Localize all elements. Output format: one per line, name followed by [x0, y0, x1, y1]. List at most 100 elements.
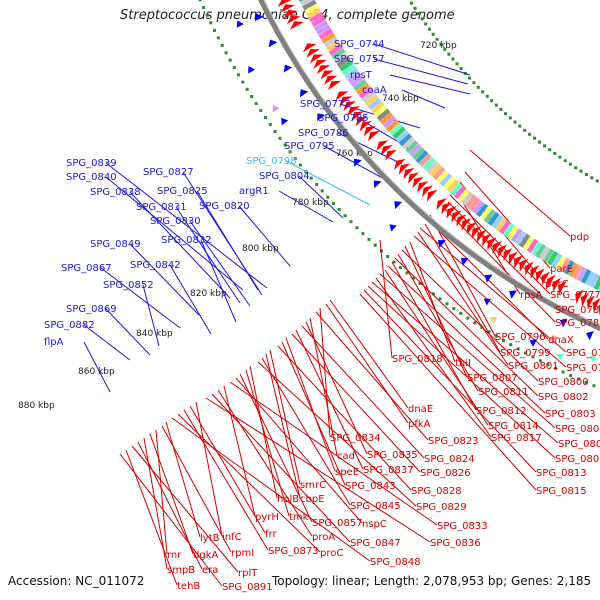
reverse-gene-label[interactable]: SPG_0845	[350, 501, 401, 512]
reverse-gene-label[interactable]: proA	[312, 532, 335, 543]
forward-gene-label[interactable]: SPG_0827	[143, 167, 194, 178]
forward-gene-label[interactable]: SPG_0825	[157, 186, 208, 197]
forward-gene-label[interactable]: SPG_0842	[130, 260, 181, 271]
forward-gene-label[interactable]: SPG_0840	[66, 172, 117, 183]
reverse-gene-label[interactable]: pfkA	[408, 419, 431, 430]
reverse-gene-label[interactable]: SPG_0828	[411, 486, 462, 497]
reverse-gene-label[interactable]: SPG_0817	[491, 433, 542, 444]
reverse-gene-label[interactable]: pyrH	[255, 512, 279, 523]
reverse-gene-label[interactable]: dnaE	[408, 404, 433, 415]
reverse-gene-label[interactable]: SPG_0796	[495, 332, 546, 343]
forward-gene-label[interactable]: SPG_0882	[44, 320, 95, 331]
reverse-gene-label[interactable]: frr	[265, 529, 277, 540]
reverse-gene-label[interactable]: SPG_0777	[550, 290, 600, 301]
forward-gene-label[interactable]: rpsT	[350, 70, 373, 81]
reverse-gene-label[interactable]: SPG_0791	[566, 348, 600, 359]
reverse-gene-label[interactable]: SPG_0823	[428, 436, 479, 447]
reverse-gene-label[interactable]: SPG_0824	[424, 454, 475, 465]
forward-gene-label[interactable]: SPG_0869	[66, 304, 117, 315]
forward-gene-label[interactable]: argR1	[239, 186, 269, 197]
reverse-gene-label[interactable]: proC	[320, 548, 343, 559]
reverse-gene-label[interactable]: dnaX	[548, 335, 574, 346]
forward-gene-label[interactable]: SPG_0839	[66, 158, 117, 169]
forward-gene-label[interactable]: coaA	[362, 85, 387, 96]
reverse-gene-label[interactable]: SPG_0800	[538, 377, 589, 388]
reverse-gene-label[interactable]: SPG_0801	[508, 361, 559, 372]
reverse-gene-label[interactable]: SPG_0814	[488, 421, 539, 432]
reverse-gene-label[interactable]: rpmI	[231, 548, 254, 559]
reverse-gene-label[interactable]: thiI	[455, 358, 471, 369]
reverse-gene-label[interactable]: SPG_0834	[330, 433, 381, 444]
forward-gene-label[interactable]: SPG_0786	[298, 128, 349, 139]
reverse-gene-label[interactable]: cad	[337, 451, 355, 462]
reverse-gene-label[interactable]: SPG_0826	[420, 468, 471, 479]
reverse-gene-label[interactable]: SPG_0787	[555, 318, 600, 329]
reverse-gene-label[interactable]: speE	[335, 467, 359, 478]
reverse-gene-label[interactable]: smrC	[300, 480, 326, 491]
forward-gene-label[interactable]: SPG_0832	[161, 235, 212, 246]
reverse-gene-label[interactable]: SPG_0803	[545, 409, 596, 420]
reverse-gene-label[interactable]: SPG_0808	[558, 439, 600, 450]
forward-gene-label[interactable]: SPG_0772	[300, 99, 351, 110]
reverse-gene-label[interactable]: SPG_0809	[555, 454, 600, 465]
reverse-gene-label[interactable]: SPG_0843	[345, 481, 396, 492]
reverse-gene-label[interactable]: SPG_0891	[222, 582, 273, 593]
forward-gene-label[interactable]: SPG_0795	[284, 141, 335, 152]
reverse-gene-label[interactable]: SPG_0829	[416, 502, 467, 513]
cog-block	[443, 176, 456, 190]
reverse-gene-label[interactable]: SPG_0836	[430, 538, 481, 549]
reverse-gene-label[interactable]: SPG_0833	[437, 521, 488, 532]
reverse-gene-label[interactable]: cbpE	[300, 494, 325, 505]
forward-gene-label[interactable]: SPG_0804	[259, 171, 310, 182]
reverse-gene-label[interactable]: SPG_0780	[555, 305, 600, 316]
forward-gene-label[interactable]: SPG_0867	[61, 263, 112, 274]
reverse-gene-label[interactable]: SPG_0811	[478, 387, 529, 398]
reverse-gene-label[interactable]: SPG_0857	[312, 518, 363, 529]
reverse-gene-label[interactable]: dgkA	[193, 550, 218, 561]
reverse-gene-label[interactable]: smpB	[167, 565, 195, 576]
reverse-gene-label[interactable]: infC	[222, 532, 242, 543]
reverse-gene-label[interactable]: parC	[545, 279, 569, 290]
reverse-gene-label[interactable]: era	[202, 565, 218, 576]
reverse-gene-label[interactable]: SPG_0835	[367, 450, 418, 461]
reverse-gene-label[interactable]: rnr	[167, 550, 182, 561]
reverse-gene-label[interactable]: parE	[550, 264, 573, 275]
forward-gene-label[interactable]: SPG_0852	[103, 280, 154, 291]
reverse-gene-label[interactable]: SPG_0813	[536, 468, 587, 479]
cds-arrow-reverse	[580, 292, 590, 307]
forward-gene-label[interactable]: SPG_0820	[199, 201, 250, 212]
reverse-gene-label[interactable]: SPG_0818	[392, 354, 443, 365]
reverse-gene-label[interactable]: SPG_0799	[500, 348, 551, 359]
backbone-highlight	[263, 0, 600, 326]
reverse-gene-label[interactable]: SPG_0847	[350, 538, 401, 549]
cds-arrow-reverse	[519, 258, 529, 272]
forward-gene-label[interactable]: SPG_0798	[246, 156, 297, 167]
forward-gene-label[interactable]: SPG_0838	[90, 187, 141, 198]
forward-gene-label[interactable]: SPG_0785	[318, 113, 369, 124]
reverse-gene-label[interactable]: SPG_0837	[363, 465, 414, 476]
reverse-gene-label[interactable]: SPG_0848	[370, 557, 421, 568]
forward-gene-label[interactable]: flpA	[44, 337, 64, 348]
reverse-gene-label[interactable]: tehB	[177, 581, 200, 592]
forward-gene-label[interactable]: SPG_0744	[334, 39, 385, 50]
reverse-gene-label[interactable]: SPG_0812	[476, 406, 527, 417]
reverse-gene-label[interactable]: SPG_0807	[467, 373, 518, 384]
reverse-leader-line	[429, 214, 496, 337]
reverse-gene-label[interactable]: holB	[277, 494, 299, 505]
forward-gene-label[interactable]: SPG_0831	[136, 202, 187, 213]
reverse-gene-label[interactable]: rplT	[238, 568, 258, 579]
reverse-gene-label[interactable]: SPG_0793	[566, 363, 600, 374]
reverse-gene-label[interactable]: tmk	[289, 512, 309, 523]
reverse-gene-label[interactable]: SPG_0873	[268, 546, 319, 557]
forward-gene-label[interactable]: SPG_0849	[90, 239, 141, 250]
reverse-gene-label[interactable]: SPG_0802	[538, 392, 589, 403]
reverse-gene-label[interactable]: SPG_0815	[536, 486, 587, 497]
reverse-gene-label[interactable]: nspC	[362, 519, 387, 530]
reverse-gene-label[interactable]: pdp	[570, 232, 589, 243]
forward-gene-label[interactable]: SPG_0757	[334, 54, 385, 65]
reverse-gene-label[interactable]: SPG_0805	[555, 424, 600, 435]
reverse-gene-label[interactable]: rpsA	[520, 290, 543, 301]
forward-gene-label[interactable]: SPG_0830	[150, 216, 201, 227]
reverse-gene-label[interactable]: lytB	[200, 533, 220, 544]
